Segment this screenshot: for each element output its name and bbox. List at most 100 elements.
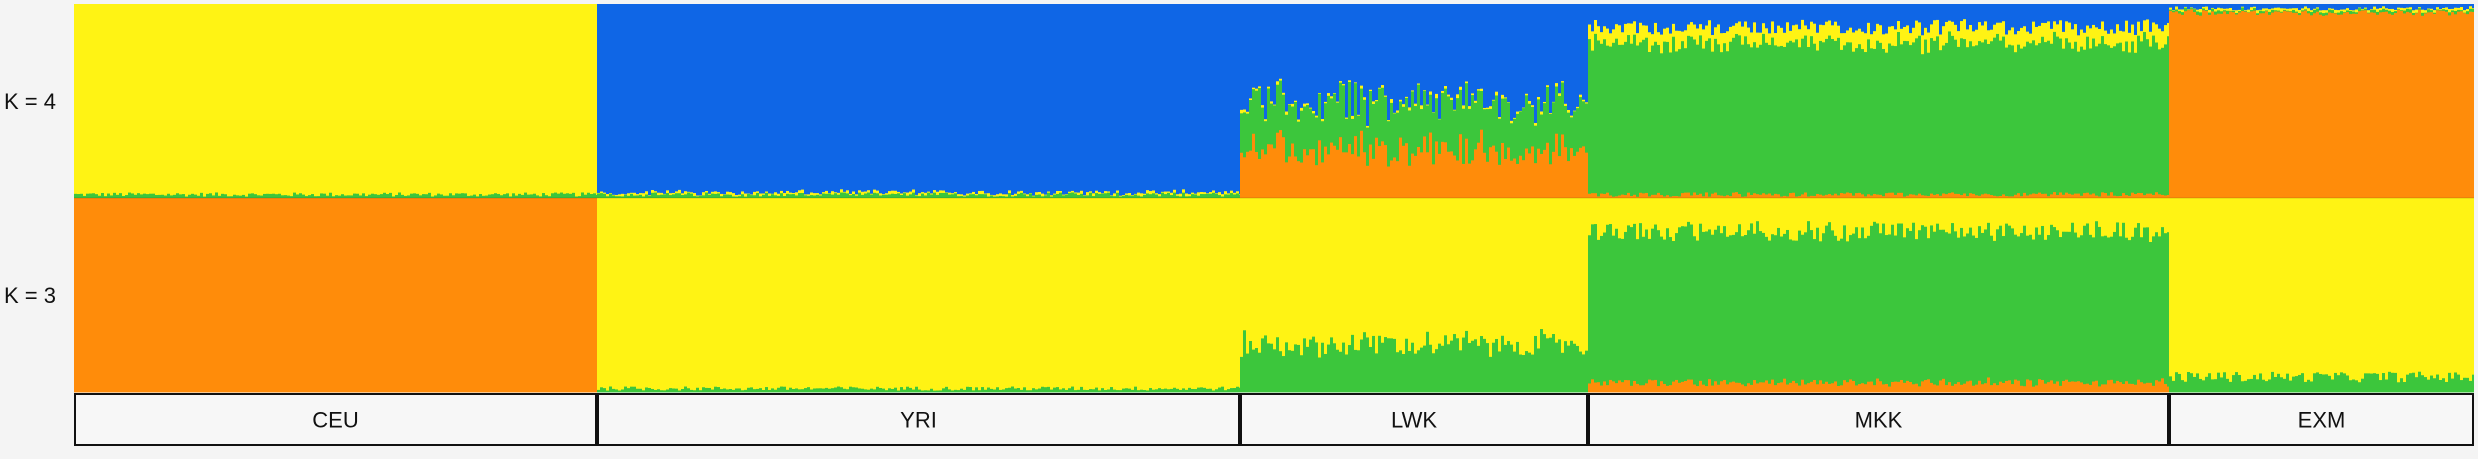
individual-bar-segment: [119, 192, 122, 199]
individual-bar-segment: [1963, 198, 1966, 237]
individual-bar-segment: [1044, 194, 1047, 196]
individual-bar-segment: [678, 4, 681, 190]
individual-bar-segment: [1678, 48, 1681, 197]
individual-bar-segment: [1909, 193, 1912, 199]
individual-bar-segment: [1891, 192, 1894, 199]
individual-bar-segment: [1477, 88, 1480, 91]
individual-bar-segment: [1405, 198, 1408, 339]
individual-bar-segment: [1402, 106, 1405, 146]
individual-bar-segment: [1273, 4, 1276, 105]
individual-bar-segment: [603, 192, 606, 194]
individual-bar-segment: [1360, 85, 1363, 89]
individual-bar-segment: [1597, 198, 1600, 240]
individual-bar-segment: [1891, 25, 1894, 46]
individual-bar-segment: [1747, 4, 1750, 28]
individual-bar-segment: [894, 193, 897, 199]
individual-bar-segment: [1423, 4, 1426, 91]
individual-bar-segment: [1930, 193, 1933, 199]
individual-bar-segment: [1540, 4, 1543, 112]
individual-bar-segment: [780, 190, 783, 194]
individual-bar-segment: [596, 198, 597, 393]
population-label-box-exm: [2169, 393, 2474, 446]
individual-bar-segment: [473, 4, 476, 195]
individual-bar-segment: [1182, 188, 1185, 193]
individual-bar-segment: [416, 198, 419, 393]
individual-bar-segment: [1837, 240, 1840, 386]
individual-bar-segment: [612, 194, 615, 196]
individual-bar-segment: [1041, 198, 1044, 387]
individual-bar-segment: [2247, 9, 2250, 13]
individual-bar-segment: [1972, 193, 1975, 199]
individual-bar-segment: [1612, 380, 1615, 393]
individual-bar-segment: [2104, 198, 2107, 236]
individual-bar-segment: [2149, 198, 2152, 242]
individual-bar-segment: [2262, 379, 2265, 393]
individual-bar-segment: [1363, 4, 1366, 98]
individual-bar-segment: [1552, 4, 1555, 102]
individual-bar-segment: [1585, 101, 1588, 104]
individual-bar-segment: [2346, 198, 2349, 376]
individual-bar-segment: [2217, 7, 2220, 11]
individual-bar-segment: [1708, 37, 1711, 197]
individual-bar-segment: [1215, 198, 1218, 390]
individual-bar-segment: [651, 192, 654, 199]
individual-bar-segment: [191, 4, 194, 194]
individual-bar-segment: [1612, 28, 1615, 43]
individual-bar-segment: [1507, 147, 1510, 199]
individual-bar-segment: [461, 4, 464, 194]
individual-bar-segment: [2122, 192, 2125, 199]
individual-bar-segment: [392, 196, 395, 199]
individual-bar-segment: [1633, 198, 1636, 224]
individual-bar-segment: [2400, 198, 2403, 379]
individual-bar-segment: [948, 389, 951, 393]
individual-bar-segment: [431, 198, 434, 393]
individual-bar-segment: [873, 192, 876, 199]
individual-bar-segment: [1206, 4, 1209, 194]
individual-bar-segment: [1828, 20, 1831, 36]
individual-bar-segment: [1732, 198, 1735, 235]
individual-bar-segment: [2074, 232, 2077, 382]
individual-bar-segment: [2403, 198, 2406, 382]
individual-bar-segment: [80, 193, 83, 199]
individual-bar-segment: [2205, 376, 2208, 393]
individual-bar-segment: [143, 198, 146, 393]
individual-bar-segment: [1561, 352, 1564, 393]
individual-bar-segment: [780, 386, 783, 393]
individual-bar-segment: [2424, 4, 2427, 11]
individual-bar-segment: [2199, 8, 2202, 13]
individual-bar-segment: [2418, 6, 2421, 9]
individual-bar-segment: [95, 193, 98, 199]
individual-bar-segment: [2017, 198, 2020, 237]
individual-bar-segment: [1972, 235, 1975, 386]
individual-bar-segment: [618, 195, 621, 199]
individual-bar-segment: [1113, 195, 1116, 199]
individual-bar-segment: [1918, 198, 1921, 231]
individual-bar-segment: [2253, 10, 2256, 199]
individual-bar-segment: [2125, 194, 2128, 199]
individual-bar-segment: [672, 198, 675, 389]
individual-bar-segment: [1447, 343, 1450, 393]
individual-bar-segment: [624, 193, 627, 195]
individual-bar-segment: [1149, 387, 1152, 393]
individual-bar-segment: [1690, 195, 1693, 199]
individual-bar-segment: [1029, 4, 1032, 194]
individual-bar-segment: [1900, 28, 1903, 45]
individual-bar-segment: [657, 194, 660, 199]
individual-bar-segment: [1363, 96, 1366, 100]
individual-bar-segment: [266, 198, 269, 393]
individual-bar-segment: [795, 198, 798, 389]
individual-bar-segment: [960, 195, 963, 199]
individual-bar-segment: [1897, 223, 1900, 382]
individual-bar-segment: [1239, 387, 1240, 393]
individual-bar-segment: [1657, 31, 1660, 45]
individual-bar-segment: [2448, 4, 2451, 9]
individual-bar-segment: [1927, 195, 1930, 199]
individual-bar-segment: [780, 4, 783, 191]
individual-bar-segment: [2343, 198, 2346, 374]
individual-bar-segment: [1336, 4, 1339, 102]
individual-bar-segment: [1636, 45, 1639, 197]
individual-bar-segment: [834, 387, 837, 393]
individual-bar-segment: [248, 198, 251, 393]
individual-bar-segment: [708, 387, 711, 393]
individual-bar-segment: [134, 198, 137, 393]
